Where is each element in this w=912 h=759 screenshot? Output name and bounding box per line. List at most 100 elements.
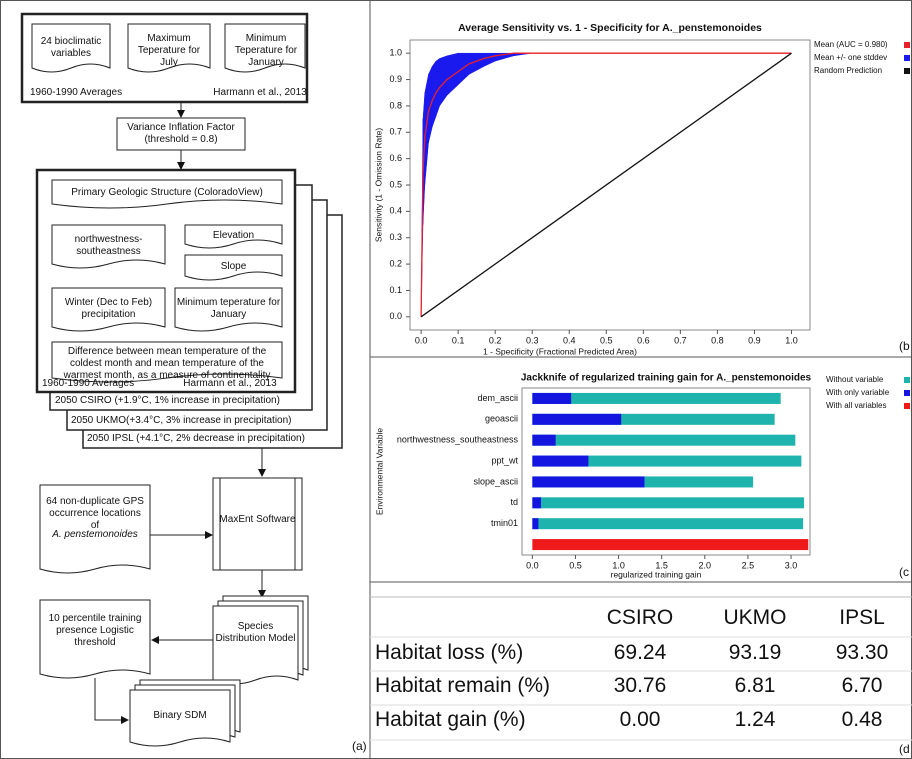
bar xyxy=(532,497,804,509)
x-axis-label: 1 - Specificity (Fractional Predicted Ar… xyxy=(483,346,637,356)
legend-swatch xyxy=(904,377,910,383)
row-label: Habitat gain (%) xyxy=(375,708,526,731)
document-shape xyxy=(129,689,231,747)
plot-area xyxy=(409,39,811,331)
y-tick-label: 0.6 xyxy=(389,153,402,163)
bar xyxy=(532,413,622,425)
node-label: Harmann et al., 2013 xyxy=(213,87,307,98)
node-label: Minimum Teperature for January xyxy=(234,32,298,68)
bar xyxy=(532,476,645,488)
panel-label: (d xyxy=(899,742,910,756)
node-label: Binary SDM xyxy=(153,709,207,721)
y-axis-label: Environmental Variable xyxy=(374,428,384,516)
node-label: 2050 CSIRO (+1.9°C, 1% increase in preci… xyxy=(55,395,280,406)
node-label: 64 non-duplicate GPS occurrence location… xyxy=(46,496,144,531)
legend-swatch xyxy=(904,55,910,61)
table-header: CSIRO xyxy=(606,606,674,629)
x-tick-label: 0.0 xyxy=(415,335,428,345)
node-label: Harmann et al., 2013 xyxy=(183,378,277,389)
arrow xyxy=(94,678,129,724)
document-shape xyxy=(184,254,283,281)
document-shape xyxy=(51,224,166,269)
legend-label: Mean (AUC = 0.980) xyxy=(814,40,888,49)
node-label: Elevation xyxy=(212,230,255,241)
document-shape xyxy=(51,287,166,332)
node-label: Species Distribution Model xyxy=(215,620,296,644)
table-cell: 6.81 xyxy=(734,674,776,697)
y-tick-label: tmin01 xyxy=(491,518,518,528)
chart-title: Average Sensitivity vs. 1 - Specificity … xyxy=(458,22,762,34)
x-tick-label: 0.9 xyxy=(748,335,761,345)
document-shape xyxy=(39,599,151,679)
table-cell: 93.30 xyxy=(835,641,889,664)
y-tick-label: dem_ascii xyxy=(477,393,518,403)
document-shape xyxy=(31,23,111,73)
row-label: Habitat remain (%) xyxy=(375,674,551,697)
y-axis-label: Sensitivity (1 - Omission Rate) xyxy=(373,128,383,242)
panel-label: (a) xyxy=(352,739,367,753)
x-axis-label: regularized training gain xyxy=(611,569,702,579)
plot-area xyxy=(521,387,811,556)
panel-label: (b xyxy=(899,339,910,353)
x-tick-label: 1.5 xyxy=(655,560,668,570)
node-label: Minimum teperature for January xyxy=(176,297,281,320)
legend-label: Mean +/- one stddev xyxy=(814,53,887,62)
table-header: UKMO xyxy=(723,606,787,629)
node-label: Primary Geologic Structure (ColoradoView… xyxy=(71,187,263,198)
panel-label: (c xyxy=(899,565,909,579)
x-tick-label: 1.0 xyxy=(785,335,798,345)
bar xyxy=(532,455,802,467)
x-tick-label: 0.6 xyxy=(637,335,650,345)
x-tick-label: 0.5 xyxy=(600,335,613,345)
document-shape xyxy=(224,23,306,73)
x-tick-label: 0.3 xyxy=(526,335,539,345)
y-tick-label: geoascii xyxy=(485,414,518,424)
table-cell: 1.24 xyxy=(734,708,776,731)
document-shape xyxy=(174,287,283,332)
x-tick-label: 0.2 xyxy=(489,335,502,345)
y-tick-label: ppt_wt xyxy=(491,455,518,465)
y-tick-label: 0.7 xyxy=(389,127,402,137)
y-tick-label: slope_ascii xyxy=(473,476,518,486)
node-label: 10 percentile training presence Logistic… xyxy=(48,612,142,648)
legend-swatch xyxy=(904,403,910,409)
x-tick-label: 0.1 xyxy=(452,335,465,345)
roc-line xyxy=(420,52,792,318)
node-label: Difference between mean temperature of t… xyxy=(63,346,271,381)
node-label: Maximum Teperature for July xyxy=(137,32,201,68)
y-tick-label: 1.0 xyxy=(389,48,402,58)
table-header: IPSL xyxy=(839,606,885,629)
node-label: MaxEnt Software xyxy=(219,514,296,525)
document-shape xyxy=(184,224,283,249)
node-label: 24 bioclimatic variables xyxy=(40,36,102,59)
box xyxy=(212,477,303,571)
bar xyxy=(532,434,796,446)
y-tick-label: 0.1 xyxy=(389,285,402,295)
legend-swatch xyxy=(904,42,910,48)
y-tick-label: 0.8 xyxy=(389,100,402,110)
y-tick-label: 0.9 xyxy=(389,74,402,84)
roc-line xyxy=(420,52,792,317)
table-cell: 0.00 xyxy=(619,708,661,731)
bar xyxy=(532,539,809,551)
flowchart xyxy=(20,12,343,747)
node-label: Slope xyxy=(220,261,247,272)
x-tick-label: 0.0 xyxy=(526,560,539,570)
node-label: A. penstemonoides xyxy=(52,529,138,540)
bar xyxy=(532,392,781,404)
x-tick-label: 2.0 xyxy=(699,560,712,570)
y-tick-label: northwestness_southeastness xyxy=(397,435,519,445)
bar xyxy=(532,518,539,530)
node-label: Winter (Dec to Feb) precipitation xyxy=(64,297,153,320)
table-cell: 30.76 xyxy=(613,674,667,697)
legend-label: Random Prediction xyxy=(814,66,882,75)
document-shape xyxy=(51,179,283,209)
document-shape xyxy=(39,484,151,574)
y-tick-label: 0.3 xyxy=(389,232,402,242)
x-tick-label: 0.8 xyxy=(711,335,724,345)
document-shape xyxy=(51,341,283,383)
x-tick-label: 2.5 xyxy=(742,560,755,570)
node-label: 1960-1990 Averages xyxy=(30,87,123,98)
bar xyxy=(532,434,556,446)
